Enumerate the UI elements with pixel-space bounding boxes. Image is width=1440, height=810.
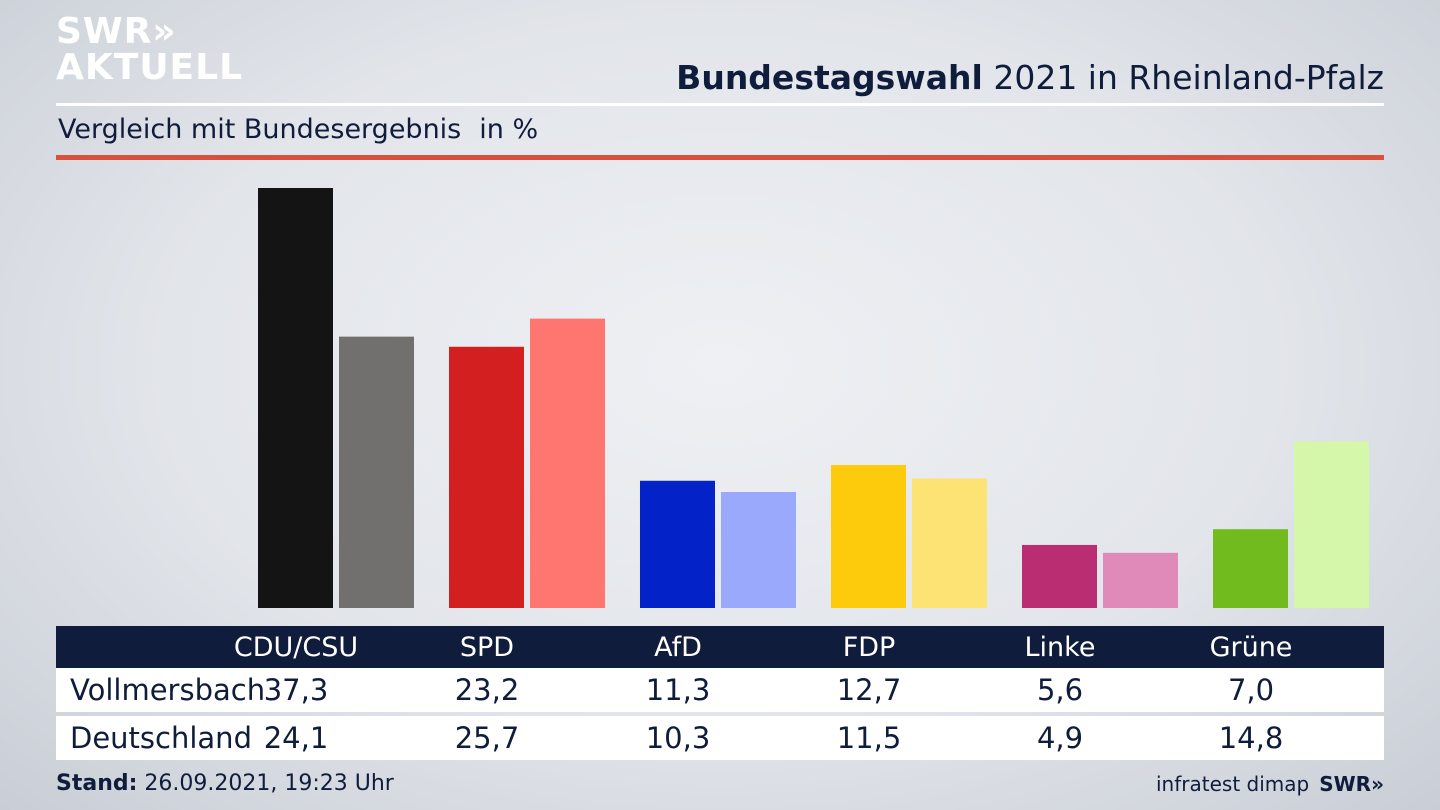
table-header: CDU/CSU SPD AfD FDP Linke Grüne — [56, 626, 1384, 668]
row-label: Deutschland — [70, 721, 252, 755]
row-label: Vollmersbach — [70, 673, 266, 707]
chart-subtitle: Vergleich mit Bundesergebnis in % — [58, 114, 538, 145]
cell-value: 11,3 — [645, 673, 711, 707]
bar-fdp-deutschland — [912, 478, 987, 608]
title-divider — [56, 103, 1384, 106]
header-fdp: FDP — [842, 632, 896, 663]
subtitle-text: Vergleich mit Bundesergebnis — [58, 114, 462, 145]
table-row-vollmersbach: Vollmersbach 37,3 23,2 11,3 12,7 5,6 7,0 — [56, 668, 1384, 712]
timestamp: Stand: 26.09.2021, 19:23 Uhr — [56, 771, 394, 796]
source-credit: infratest dimap SWR» — [1156, 772, 1384, 796]
bar-spd-deutschland — [530, 318, 605, 608]
bar-cdu-csu-vollmersbach — [258, 188, 333, 608]
stand-label: Stand: — [56, 771, 138, 796]
chart-title: Bundestagswahl 2021 in Rheinland-Pfalz — [676, 58, 1384, 97]
header-linke: Linke — [1024, 632, 1096, 663]
cell-value: 24,1 — [263, 721, 329, 755]
cell-value: 25,7 — [454, 721, 520, 755]
cell-value: 11,5 — [836, 721, 902, 755]
swr-brand: SWR» — [1319, 772, 1384, 796]
header-spd: SPD — [459, 632, 515, 663]
bar-gr-ne-vollmersbach — [1213, 529, 1288, 608]
bar-cdu-csu-deutschland — [339, 336, 414, 608]
stand-value: 26.09.2021, 19:23 Uhr — [144, 771, 394, 796]
bar-afd-vollmersbach — [640, 480, 715, 608]
logo-line-2: AKTUELL — [56, 47, 244, 88]
source-name: infratest dimap — [1156, 772, 1310, 796]
subtitle-divider — [56, 155, 1384, 160]
cell-value: 4,9 — [1036, 721, 1084, 755]
cell-value: 23,2 — [454, 673, 520, 707]
bar-afd-deutschland — [721, 492, 796, 608]
bar-fdp-vollmersbach — [831, 464, 906, 608]
results-table: CDU/CSU SPD AfD FDP Linke Grüne Vollmers… — [56, 626, 1384, 760]
title-bold: Bundestagswahl — [676, 58, 983, 97]
cell-value: 10,3 — [645, 721, 711, 755]
header-gruene: Grüne — [1209, 632, 1293, 663]
unit-label: in % — [479, 114, 539, 145]
bar-spd-vollmersbach — [449, 346, 524, 608]
title-rest: 2021 in Rheinland-Pfalz — [993, 58, 1384, 97]
cell-value: 14,8 — [1218, 721, 1284, 755]
cell-value: 7,0 — [1227, 673, 1275, 707]
header-afd: AfD — [654, 632, 702, 663]
swr-aktuell-logo: SWR» AKTUELL — [56, 14, 243, 86]
bar-linke-deutschland — [1103, 552, 1178, 608]
logo-line-1: SWR» — [56, 11, 177, 52]
cell-value: 12,7 — [836, 673, 902, 707]
header-cdu-csu: CDU/CSU — [233, 632, 359, 663]
cell-value: 5,6 — [1036, 673, 1084, 707]
bar-linke-vollmersbach — [1022, 544, 1097, 608]
table-row-deutschland: Deutschland 24,1 25,7 10,3 11,5 4,9 14,8 — [56, 716, 1384, 760]
bar-gr-ne-deutschland — [1294, 441, 1369, 608]
cell-value: 37,3 — [263, 673, 329, 707]
